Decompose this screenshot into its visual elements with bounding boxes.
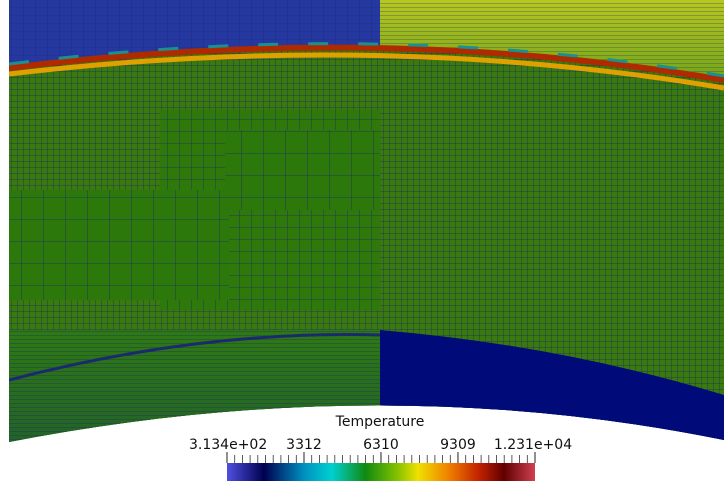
tick-label: 1.231e+04 — [494, 437, 572, 453]
colorbar-axis: 3.134e+02 3312 6310 9309 1.231e+04 — [189, 437, 572, 463]
colorbar-title: Temperature — [335, 414, 425, 430]
tick-label: 3312 — [286, 437, 322, 453]
tick-label: 6310 — [363, 437, 399, 453]
tick-label: 9309 — [440, 437, 476, 453]
tick-label: 3.134e+02 — [189, 437, 267, 453]
colorbar — [227, 463, 535, 481]
mesh — [9, 0, 724, 442]
